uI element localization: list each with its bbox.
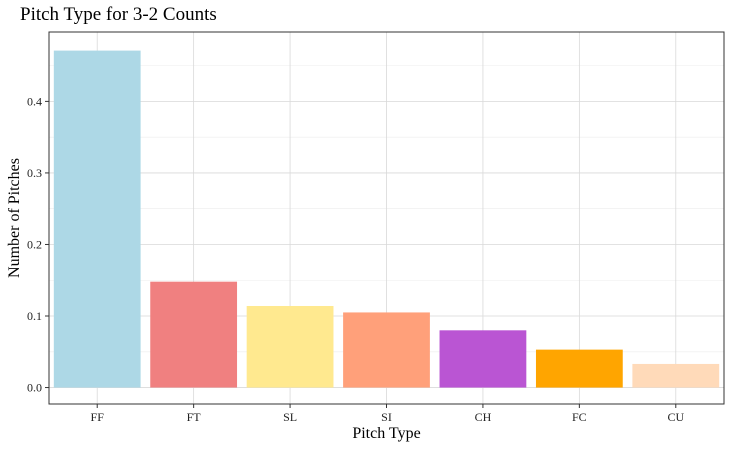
x-tick-label: FT — [187, 410, 202, 424]
chart-title: Pitch Type for 3-2 Counts — [20, 4, 217, 25]
bar-fc — [535, 349, 623, 388]
y-tick-label: 0.2 — [27, 237, 42, 251]
bar-ch — [439, 330, 527, 388]
bars — [53, 50, 720, 388]
bar-ft — [150, 281, 238, 388]
x-tick-label: FC — [572, 410, 587, 424]
bar-ff — [53, 50, 141, 388]
y-tick-label: 0.3 — [27, 166, 42, 180]
x-tick-label: SL — [283, 410, 297, 424]
bar-si — [343, 312, 430, 388]
x-axis-title: Pitch Type — [352, 425, 420, 442]
y-tick-label: 0.0 — [27, 381, 42, 395]
y-tick-label: 0.4 — [27, 94, 42, 108]
y-tick-label: 0.1 — [27, 309, 42, 323]
y-axis-title: Number of Pitches — [6, 158, 23, 278]
x-tick-label: CH — [475, 410, 492, 424]
bar-cu — [632, 363, 720, 388]
x-tick-label: SI — [381, 410, 392, 424]
x-tick-label: CU — [667, 410, 684, 424]
x-tick-label: FF — [91, 410, 105, 424]
bar-sl — [246, 305, 334, 388]
axes: 0.0 0.1 0.2 0.3 0.4 FF FT SL SI CH FC CU — [27, 94, 684, 424]
